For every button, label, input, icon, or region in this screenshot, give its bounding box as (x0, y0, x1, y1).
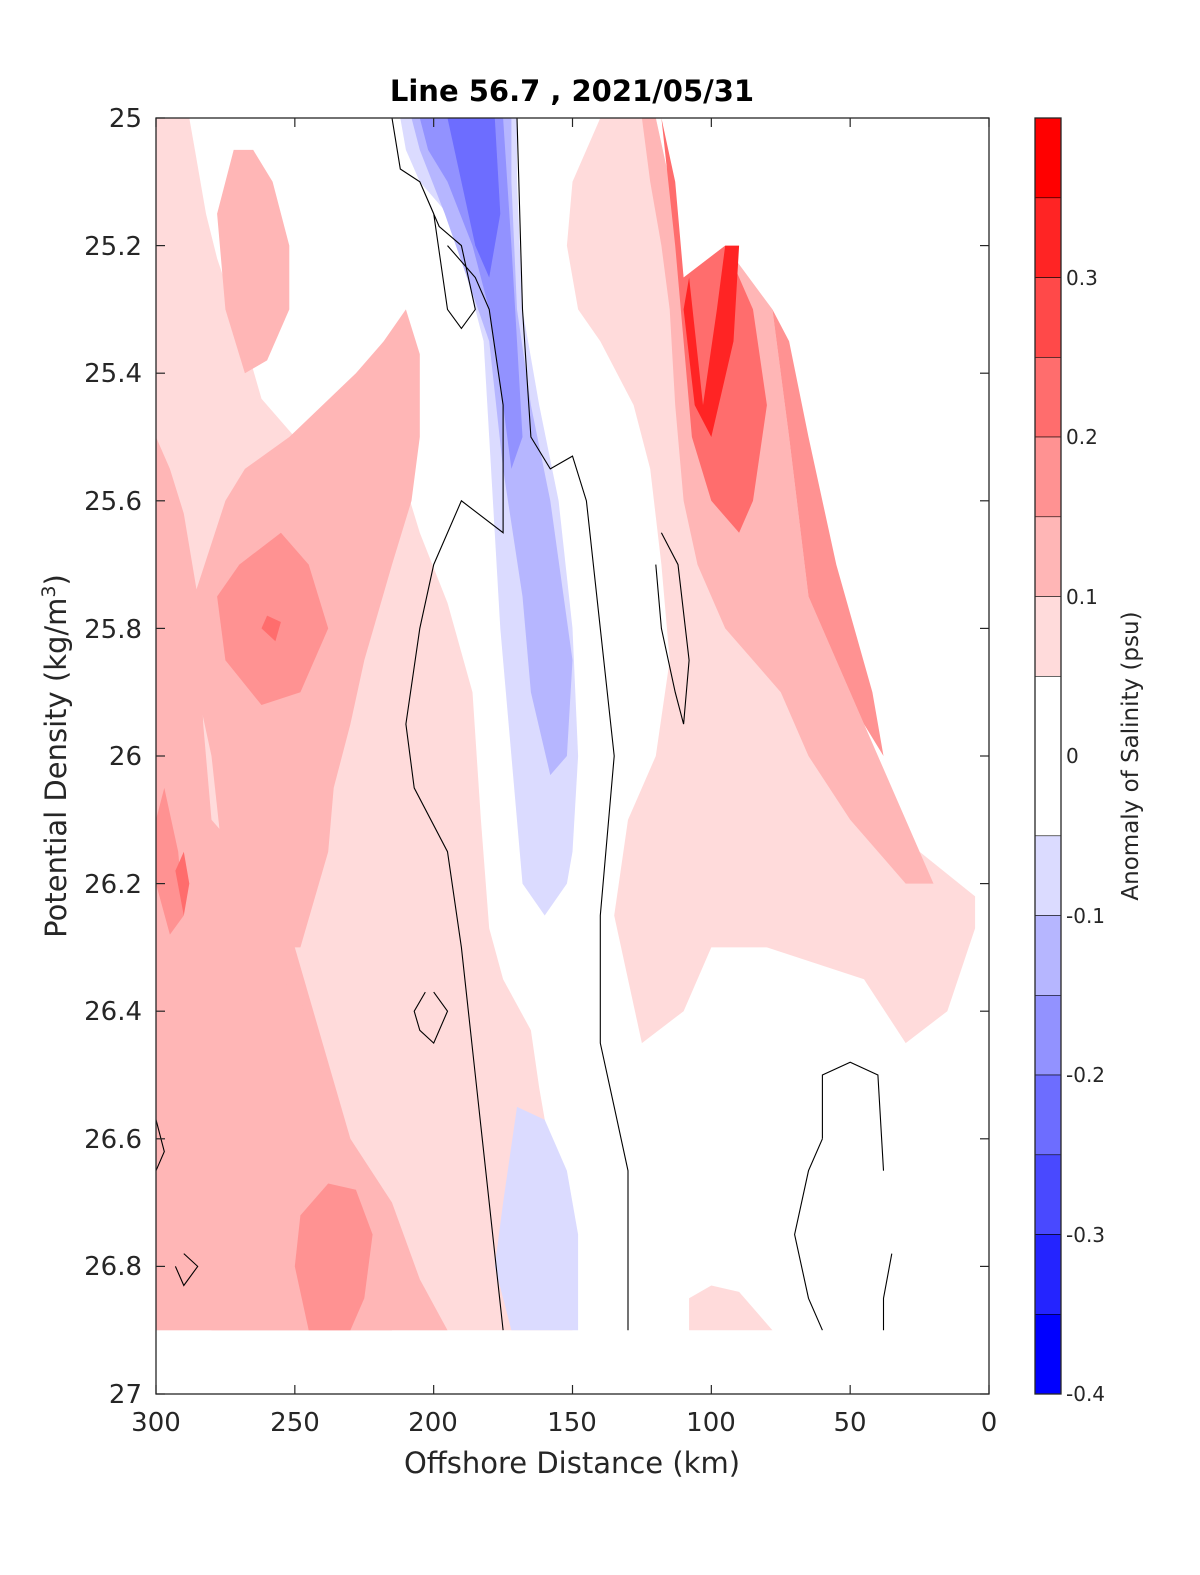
field-region-red-nearshore-hot (683, 245, 740, 437)
x-tick-label: 0 (981, 1408, 998, 1438)
colorbar-swatch (1034, 994, 1062, 1076)
y-tick-label: 27 (109, 1380, 142, 1410)
y-tick-label: 25.6 (84, 487, 142, 517)
colorbar-swatch (1034, 915, 1062, 996)
colorbar-swatch (1034, 436, 1062, 518)
colorbar-tick-label: 0 (1066, 744, 1079, 768)
zero-contours (156, 118, 893, 1331)
zero-contour-line (516, 118, 629, 1331)
field-region-pink-small-blob (689, 1285, 773, 1331)
colorbar-swatch (1034, 1074, 1062, 1156)
x-tick-label: 300 (131, 1408, 181, 1438)
y-tick-label: 26.4 (84, 997, 142, 1027)
colorbar-tick-label: 0.1 (1066, 585, 1098, 609)
zero-contour-line (156, 1119, 165, 1171)
colorbar: 0.3 0.2 0.1 0 -0.1 -0.2 -0.3 -0.4 Anomal… (1034, 117, 1144, 1406)
colorbar-swatch (1034, 675, 1062, 837)
colorbar-swatch (1034, 1234, 1062, 1315)
colorbar-tick-label: -0.2 (1066, 1063, 1105, 1087)
zero-contour-line (174, 1253, 199, 1287)
y-axis-title-end: ) (39, 574, 73, 585)
colorbar-swatch (1034, 1314, 1062, 1395)
field-region-red-nearshore-core (661, 118, 767, 533)
y-axis-title: Potential Density (kg/m3) (38, 574, 73, 938)
x-axis: 300 250 200 150 100 50 0 Offshore Distan… (131, 1408, 997, 1480)
salinity-field (156, 118, 976, 1331)
x-tick-label: 50 (833, 1408, 866, 1438)
colorbar-frame (1034, 117, 1062, 1395)
colorbar-tick-label: -0.3 (1066, 1223, 1105, 1247)
colorbar-swatch (1034, 835, 1062, 916)
zero-contour-line (391, 118, 476, 330)
colorbar-swatch (1034, 1154, 1062, 1235)
colorbar-swatch (1034, 356, 1062, 438)
field-region-red-left-edge-core (175, 851, 190, 916)
axis-ticks (155, 117, 990, 1395)
y-tick-label: 26.2 (84, 870, 142, 900)
colorbar-tick-label: 0.3 (1066, 266, 1098, 290)
zero-contour-line (405, 245, 504, 1331)
x-tick-label: 150 (547, 1408, 597, 1438)
y-axis: 25 25.2 25.4 25.6 25.8 26 26.2 26.4 26.6… (38, 104, 142, 1410)
colorbar-swatch (1034, 277, 1062, 358)
field-region-red-deep-patch (294, 1183, 373, 1331)
colorbar-tick-label: -0.1 (1066, 904, 1105, 928)
colorbar-swatches (1034, 117, 1062, 1395)
colorbar-swatch (1034, 197, 1062, 278)
field-region-blue-mid (411, 118, 573, 776)
x-tick-label: 250 (270, 1408, 320, 1438)
colorbar-swatch (1034, 596, 1062, 677)
y-axis-title-superscript: 3 (38, 585, 60, 597)
field-region-blue-core (400, 118, 579, 916)
x-axis-title: Offshore Distance (km) (404, 1446, 740, 1480)
colorbar-swatch (1034, 516, 1062, 597)
field-region-blue-deep (494, 1106, 579, 1331)
field-region-red-left-edge (156, 787, 184, 935)
y-tick-label: 26.8 (84, 1252, 142, 1282)
colorbar-tick-label: 0.2 (1066, 425, 1098, 449)
field-region-salmon-offshore-left (156, 437, 448, 1331)
colorbar-tick-label: -0.4 (1066, 1382, 1105, 1406)
y-tick-label: 25.2 (84, 232, 142, 262)
colorbar-swatch (1034, 117, 1062, 199)
y-tick-label: 26.6 (84, 1125, 142, 1155)
y-tick-label: 25.4 (84, 359, 142, 389)
chart-title: Line 56.7 , 2021/05/31 (390, 74, 754, 108)
plot-area (155, 117, 990, 1395)
field-region-red-nearshore-band (772, 309, 884, 756)
y-tick-label: 25.8 (84, 615, 142, 645)
zero-contour-line (655, 532, 690, 725)
zero-contour-line (794, 1138, 823, 1331)
field-region-blue-darkest (447, 118, 501, 278)
zero-contour-line (882, 1253, 893, 1331)
field-region-red-mid-spot (261, 615, 281, 642)
x-tick-label: 200 (408, 1408, 458, 1438)
y-axis-title-main: Potential Density (kg/m (39, 598, 73, 938)
x-tick-label: 100 (686, 1408, 736, 1438)
zero-contour-line (821, 1061, 885, 1171)
y-tick-label: 26 (109, 742, 142, 772)
zero-contour-line (413, 991, 449, 1045)
field-region-salmon-top-lobe (217, 149, 290, 374)
y-tick-label: 25 (109, 104, 142, 134)
colorbar-title: Anomaly of Salinity (psu) (1118, 611, 1144, 900)
